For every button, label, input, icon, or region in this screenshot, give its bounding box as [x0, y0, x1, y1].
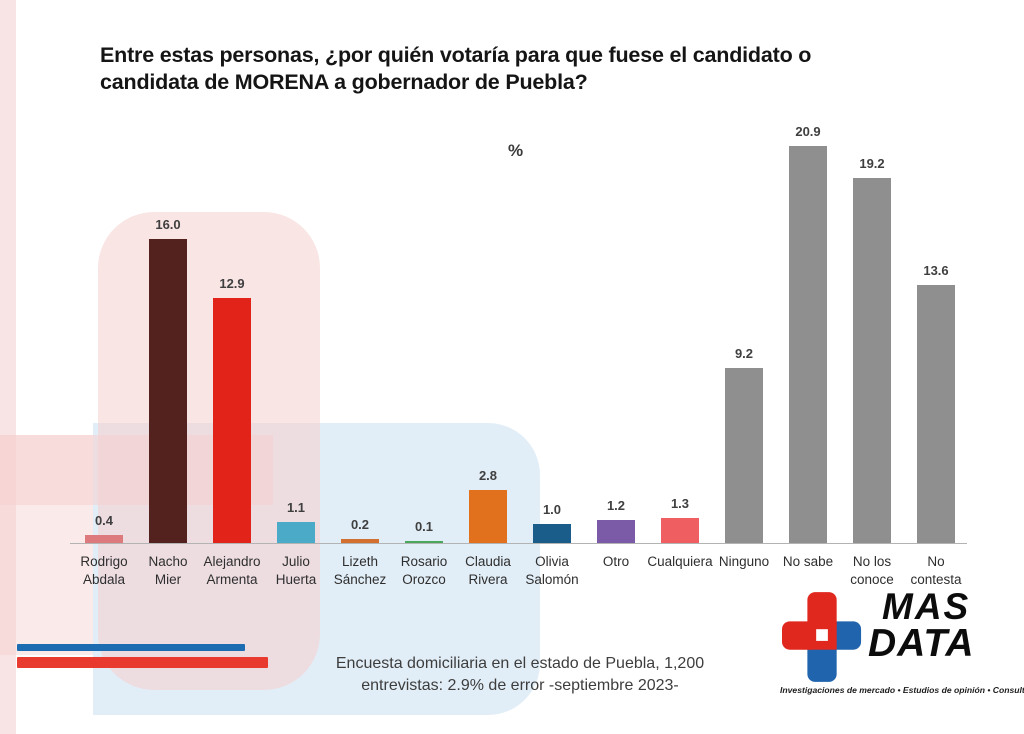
- bar-column-9: 1.2 Otro: [584, 130, 648, 569]
- bar-column-12: 20.9 No sabe: [776, 124, 840, 569]
- bar-value-label: 0.1: [414, 519, 434, 534]
- category-label: Nacho Mier: [148, 554, 188, 587]
- bar-value-label: 16.0: [155, 217, 181, 232]
- bar: [405, 541, 443, 543]
- bar: [789, 146, 827, 543]
- bar-value-label: 1.3: [670, 496, 690, 511]
- bar-column-10: 1.3 Cualquiera: [647, 130, 712, 569]
- bar: [917, 285, 955, 543]
- bar-column-11: 9.2 Ninguno: [712, 130, 776, 569]
- bar: [149, 239, 187, 543]
- masdata-logo: MAS DATA Investigaciones de mercado • Es…: [780, 586, 1024, 704]
- bar-column-13: 19.2 No los conoce: [840, 130, 904, 587]
- logo-word-mas: MAS: [882, 586, 971, 627]
- bar-column-14: 13.6 No contesta: [904, 130, 968, 587]
- bar: [853, 178, 891, 543]
- bar-column-3: 12.9 Alejandro Armenta: [200, 130, 264, 587]
- bar-column-2: 16.0 Nacho Mier: [136, 130, 200, 587]
- category-label: No contesta: [910, 554, 962, 587]
- bar: [725, 368, 763, 543]
- percent-unit-label: %: [508, 141, 524, 160]
- bar: [277, 522, 315, 543]
- bar-value-label: 0.4: [94, 513, 114, 528]
- accent-line-blue: [17, 644, 245, 651]
- category-label: Otro: [602, 554, 630, 569]
- category-label: Claudia Rivera: [465, 554, 511, 587]
- bar-value-label: 19.2: [859, 156, 885, 171]
- logo-word-data: DATA: [868, 622, 975, 665]
- bar: [469, 490, 507, 543]
- accent-line-red: [17, 657, 268, 668]
- bar-column-8: 1.0 Olivia Salomón: [520, 130, 584, 587]
- category-label: Alejandro Armenta: [203, 554, 261, 587]
- category-label: Rosario Orozco: [400, 554, 448, 587]
- bar: [533, 524, 571, 543]
- bar-columns: 0.4 Rodrigo Abdala 16.0 Nacho Mier 12.9 Aleja…: [72, 124, 968, 587]
- bar-value-label: 2.8: [478, 468, 498, 483]
- bar-column-6: 0.1 Rosario Orozco: [392, 130, 456, 587]
- bar-value-label: 20.9: [795, 124, 821, 139]
- logo-tagline: Investigaciones de mercado • Estudios de…: [780, 685, 1024, 695]
- bar-column-5: 0.2 Lizeth Sánchez: [328, 130, 392, 587]
- bar-column-7: 2.8 Claudia Rivera: [456, 130, 520, 587]
- category-label: Olivia Salomón: [525, 554, 579, 587]
- bar: [85, 535, 123, 543]
- bg-pink-strip-left: [0, 0, 16, 734]
- category-label: Rodrigo Abdala: [80, 554, 128, 587]
- category-label: Lizeth Sánchez: [333, 554, 387, 587]
- category-label: Julio Huerta: [275, 554, 317, 587]
- category-label: No los conoce: [850, 554, 894, 587]
- x-axis-line: [70, 543, 967, 544]
- bar: [661, 518, 699, 543]
- chart-title: Entre estas personas, ¿por quién votaría…: [100, 43, 812, 94]
- bar-value-label: 1.1: [286, 500, 306, 515]
- bar: [597, 520, 635, 543]
- bar-value-label: 13.6: [923, 263, 949, 278]
- bar-value-label: 1.2: [606, 498, 626, 513]
- bar: [341, 539, 379, 543]
- bar-value-label: 1.0: [542, 502, 562, 517]
- survey-methodology-note: Encuesta domiciliaria en el estado de Pu…: [335, 655, 705, 694]
- bar-value-label: 9.2: [734, 346, 754, 361]
- masdata-wordmark: MAS DATA: [868, 586, 1018, 665]
- bar-column-4: 1.1 Julio Huerta: [264, 130, 328, 587]
- category-label: Cualquiera: [647, 554, 713, 569]
- bar: [213, 298, 251, 543]
- category-label: No sabe: [782, 554, 834, 569]
- bar-value-label: 0.2: [350, 517, 370, 532]
- masdata-cross-icon: [782, 592, 862, 682]
- bar-value-label: 12.9: [219, 276, 245, 291]
- bar-column-1: 0.4 Rodrigo Abdala: [72, 130, 136, 587]
- category-label: Ninguno: [718, 554, 770, 569]
